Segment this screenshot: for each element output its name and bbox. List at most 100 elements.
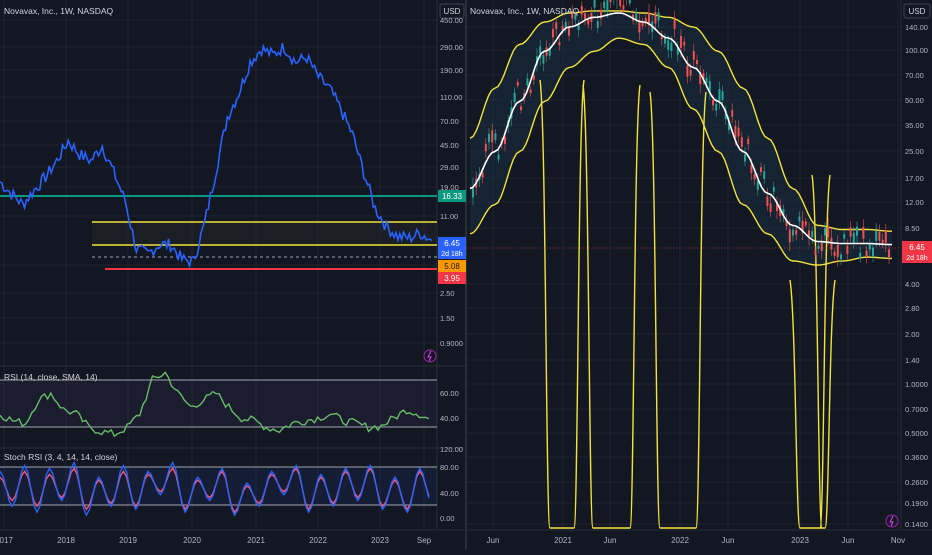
candle-body <box>539 46 542 58</box>
right-price-tick: 35.00 <box>905 121 924 130</box>
candle-body <box>686 65 689 77</box>
candle-body <box>872 247 874 257</box>
left-price-tick: 70.00 <box>440 117 459 126</box>
lightning-icon-glyph <box>427 350 432 362</box>
right-price-tick: 17.00 <box>905 174 924 183</box>
right-price-tick: 70.00 <box>905 71 924 80</box>
right-price-axis[interactable]: 140.00 100.00 70.00 50.00 35.00 25.00 17.00 12.… <box>905 23 928 529</box>
left-currency-label: USD <box>444 7 461 16</box>
right-chart-title: Novavax, Inc., 1W, NASDAQ <box>470 6 580 16</box>
candle-body <box>824 228 826 236</box>
candle-body <box>788 229 791 243</box>
price-badge <box>438 237 466 259</box>
left-time-tick: 2023 <box>371 536 389 545</box>
right-time-tick: 2021 <box>554 536 572 545</box>
candle-body <box>555 22 558 30</box>
candle-body <box>619 0 622 7</box>
right-price-badge <box>902 241 932 263</box>
right-lightning-icon[interactable] <box>885 514 899 528</box>
candle-body <box>568 26 570 36</box>
right-price-tick: 100.00 <box>905 46 928 55</box>
candle-body <box>795 229 798 235</box>
rsi-axis[interactable]: 60.00 40.00 <box>440 389 459 423</box>
candle-body <box>603 1 606 9</box>
candle-body <box>664 37 666 44</box>
candle-body <box>884 230 887 243</box>
stoch-axis[interactable]: 120.00 80.00 40.00 0.00 <box>440 445 463 523</box>
stoch-k-line[interactable] <box>0 460 430 517</box>
rsi-tick: 40.00 <box>440 414 459 423</box>
price-line[interactable] <box>0 43 433 269</box>
left-price-tick: 190.00 <box>440 66 463 75</box>
band-fill <box>470 10 892 266</box>
candle-body <box>673 19 676 30</box>
candle-body <box>561 25 564 30</box>
left-chart-title: Novavax, Inc., 1W, NASDAQ <box>4 6 114 16</box>
candle-body <box>731 110 734 117</box>
right-currency-button[interactable] <box>903 3 931 19</box>
lower-band-line[interactable] <box>469 37 892 266</box>
candle-body <box>862 227 865 239</box>
candle-body <box>814 250 817 255</box>
candle-body <box>833 251 836 256</box>
candle-body <box>820 242 823 252</box>
candle-body <box>516 82 519 86</box>
candlesticks[interactable] <box>472 0 890 268</box>
middle-band-line[interactable] <box>469 12 893 246</box>
candle-body <box>737 127 740 137</box>
candle-body <box>692 51 695 60</box>
candle-body <box>808 230 810 239</box>
right-lightning-glyph <box>889 515 894 527</box>
stoch-band-fill <box>0 467 437 505</box>
right-price-tick: 0.7000 <box>905 405 928 414</box>
candle-body <box>580 5 583 15</box>
candle-body <box>724 110 727 120</box>
orange-level-badge <box>438 260 466 272</box>
right-price-tick: 1.0000 <box>905 380 928 389</box>
left-price-tick: 19.00 <box>440 183 459 192</box>
candle-body <box>740 137 743 147</box>
candle-body <box>558 41 561 46</box>
candle-body <box>843 234 846 239</box>
candle-body <box>654 12 657 24</box>
left-time-tick: 2022 <box>309 536 327 545</box>
left-currency-button[interactable] <box>439 3 465 19</box>
bollinger-bands[interactable] <box>469 10 892 529</box>
candle-body <box>769 203 772 213</box>
candle-body <box>542 55 545 64</box>
candle-body <box>494 133 497 140</box>
candle-body <box>763 171 766 179</box>
band-dip-lines <box>539 79 836 529</box>
countdown-text: 2d 18h <box>441 251 463 258</box>
candle-body <box>683 41 686 46</box>
red-level-text: 3.95 <box>444 274 460 283</box>
stoch-tick: 120.00 <box>440 445 463 454</box>
right-price-tick: 12.00 <box>905 198 924 207</box>
right-price-tick: 8.50 <box>905 224 920 233</box>
right-time-tick: Nov <box>891 536 905 545</box>
candle-body <box>520 106 522 111</box>
right-time-axis[interactable]: Jun 2021 Jun 2022 Jun 2023 Jun Nov <box>487 536 906 545</box>
stoch-legend: Stoch RSI (3, 4, 14, 14, close) <box>4 452 118 462</box>
left-time-axis[interactable]: 2017 2018 2019 2020 2021 2022 2023 Sep <box>0 536 432 545</box>
lightning-icon[interactable] <box>423 349 437 363</box>
left-price-tick: 0.9000 <box>440 339 463 348</box>
upper-band-line[interactable] <box>469 10 892 232</box>
right-price-tick: 0.2600 <box>905 478 928 487</box>
right-time-tick: 2022 <box>671 536 689 545</box>
right-price-tick: 0.3600 <box>905 453 928 462</box>
candle-body <box>676 47 679 55</box>
rsi-line[interactable] <box>0 371 430 438</box>
candle-body <box>836 244 839 258</box>
candle-body <box>827 226 830 238</box>
candle-body <box>702 73 705 79</box>
right-countdown-text: 2d 18h <box>906 255 928 262</box>
candle-body <box>875 230 878 242</box>
candle-body <box>785 219 788 227</box>
candle-body <box>830 237 833 250</box>
candle-body <box>888 249 890 258</box>
yellow-zone-fill <box>92 222 437 245</box>
right-time-tick: Jun <box>842 536 855 545</box>
candle-body <box>756 181 759 190</box>
right-price-text: 6.45 <box>909 243 925 252</box>
